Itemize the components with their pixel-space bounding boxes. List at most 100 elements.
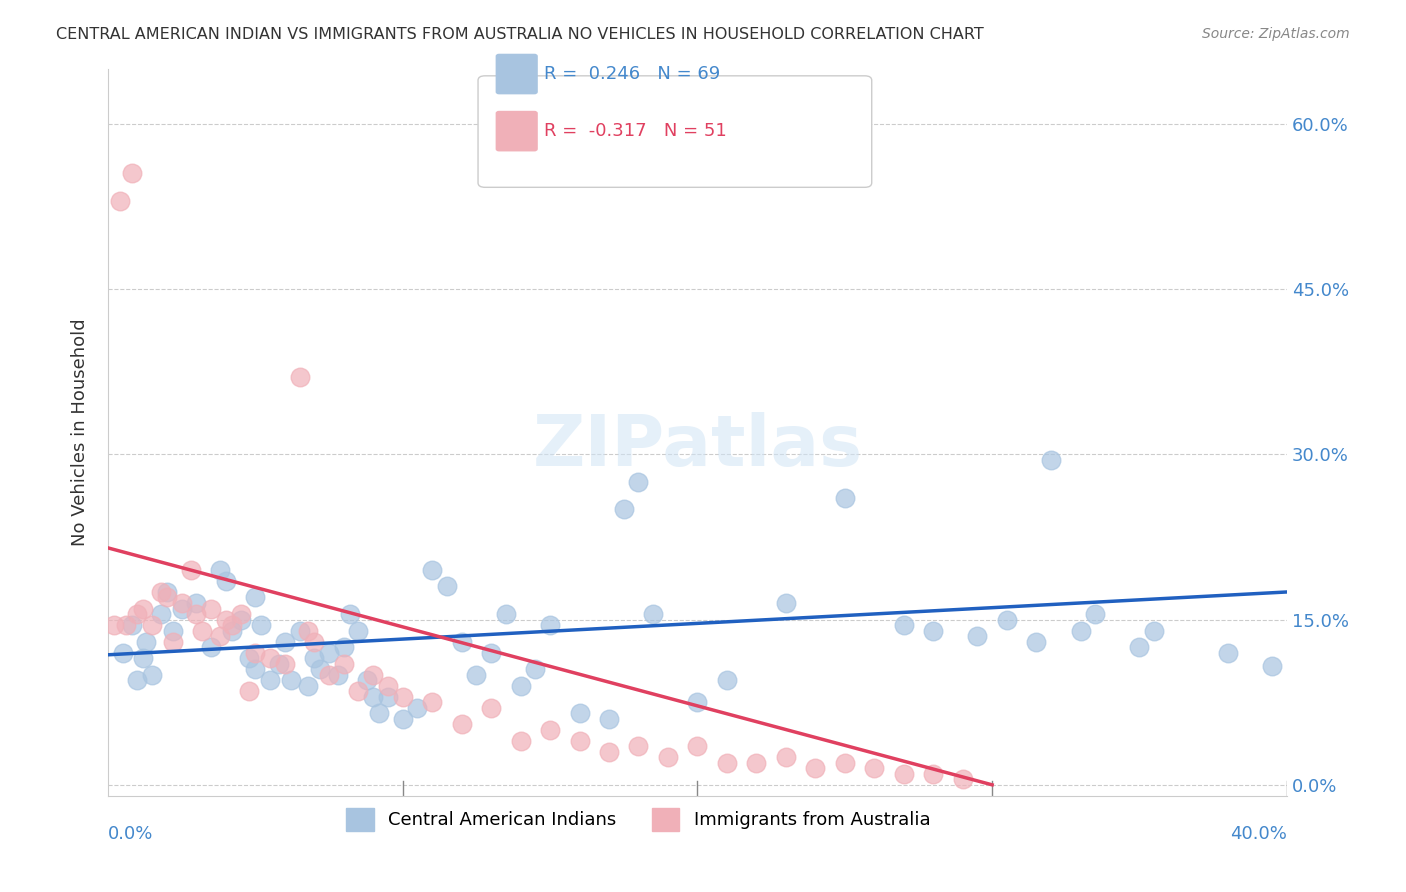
Point: [834, 491, 856, 506]
Point: [1143, 624, 1166, 638]
Point: [420, 695, 443, 709]
Point: [200, 601, 222, 615]
Point: [170, 601, 193, 615]
Point: [361, 667, 384, 681]
Point: [318, 667, 340, 681]
Point: [1040, 452, 1063, 467]
Point: [598, 745, 620, 759]
Point: [132, 601, 155, 615]
Point: [326, 667, 349, 681]
Point: [280, 673, 302, 687]
Point: [208, 629, 231, 643]
Point: [1261, 658, 1284, 673]
Point: [893, 766, 915, 780]
Point: [775, 750, 797, 764]
Point: [406, 700, 429, 714]
Point: [436, 579, 458, 593]
Point: [111, 646, 134, 660]
Point: [377, 690, 399, 704]
Point: [135, 634, 157, 648]
Point: [162, 624, 184, 638]
Point: [250, 618, 273, 632]
Text: 0.0%: 0.0%: [108, 825, 153, 843]
Point: [657, 750, 679, 764]
Point: [465, 667, 488, 681]
Point: [966, 629, 988, 643]
Point: [745, 756, 768, 770]
Text: 40.0%: 40.0%: [1230, 825, 1286, 843]
Text: ZIPatlas: ZIPatlas: [533, 412, 862, 481]
Point: [598, 712, 620, 726]
Point: [834, 756, 856, 770]
Point: [267, 657, 290, 671]
Point: [108, 194, 131, 208]
Point: [1084, 607, 1107, 621]
Legend: Central American Indians, Immigrants from Australia: Central American Indians, Immigrants fro…: [339, 801, 938, 838]
Point: [686, 695, 709, 709]
Point: [509, 679, 531, 693]
Point: [191, 624, 214, 638]
Point: [613, 502, 636, 516]
Point: [297, 679, 319, 693]
Point: [495, 607, 517, 621]
Point: [127, 607, 149, 621]
Point: [368, 706, 391, 721]
Y-axis label: No Vehicles in Household: No Vehicles in Household: [72, 318, 89, 546]
Point: [347, 624, 370, 638]
Point: [208, 563, 231, 577]
Point: [377, 679, 399, 693]
Point: [274, 634, 297, 648]
Point: [1025, 634, 1047, 648]
Point: [215, 574, 238, 588]
Point: [114, 618, 136, 632]
Point: [170, 596, 193, 610]
Point: [568, 733, 591, 747]
Point: [952, 772, 974, 787]
Point: [186, 607, 208, 621]
Point: [804, 761, 827, 775]
Point: [643, 607, 665, 621]
Point: [420, 563, 443, 577]
Point: [245, 591, 267, 605]
Point: [391, 690, 413, 704]
Point: [238, 651, 260, 665]
Point: [215, 613, 238, 627]
Point: [238, 684, 260, 698]
Point: [922, 766, 945, 780]
Text: Source: ZipAtlas.com: Source: ZipAtlas.com: [1202, 27, 1350, 41]
Point: [132, 651, 155, 665]
Point: [288, 624, 311, 638]
Point: [479, 700, 502, 714]
Point: [259, 673, 281, 687]
Point: [229, 607, 252, 621]
Point: [156, 591, 179, 605]
Point: [347, 684, 370, 698]
Point: [141, 618, 163, 632]
Point: [1070, 624, 1092, 638]
Point: [450, 717, 472, 731]
Point: [627, 475, 650, 489]
Point: [156, 585, 179, 599]
Point: [775, 596, 797, 610]
Point: [245, 646, 267, 660]
Point: [716, 673, 738, 687]
Point: [524, 662, 547, 676]
Point: [995, 613, 1018, 627]
Point: [150, 585, 173, 599]
Point: [863, 761, 886, 775]
Point: [893, 618, 915, 632]
Point: [686, 739, 709, 754]
Point: [627, 739, 650, 754]
Point: [200, 640, 222, 654]
Point: [922, 624, 945, 638]
Point: [221, 624, 243, 638]
Point: [150, 607, 173, 621]
Point: [1128, 640, 1150, 654]
Text: R =  -0.317   N = 51: R = -0.317 N = 51: [544, 122, 727, 140]
Point: [538, 618, 561, 632]
Point: [229, 613, 252, 627]
Point: [339, 607, 361, 621]
Point: [127, 673, 149, 687]
Point: [568, 706, 591, 721]
Point: [304, 651, 326, 665]
